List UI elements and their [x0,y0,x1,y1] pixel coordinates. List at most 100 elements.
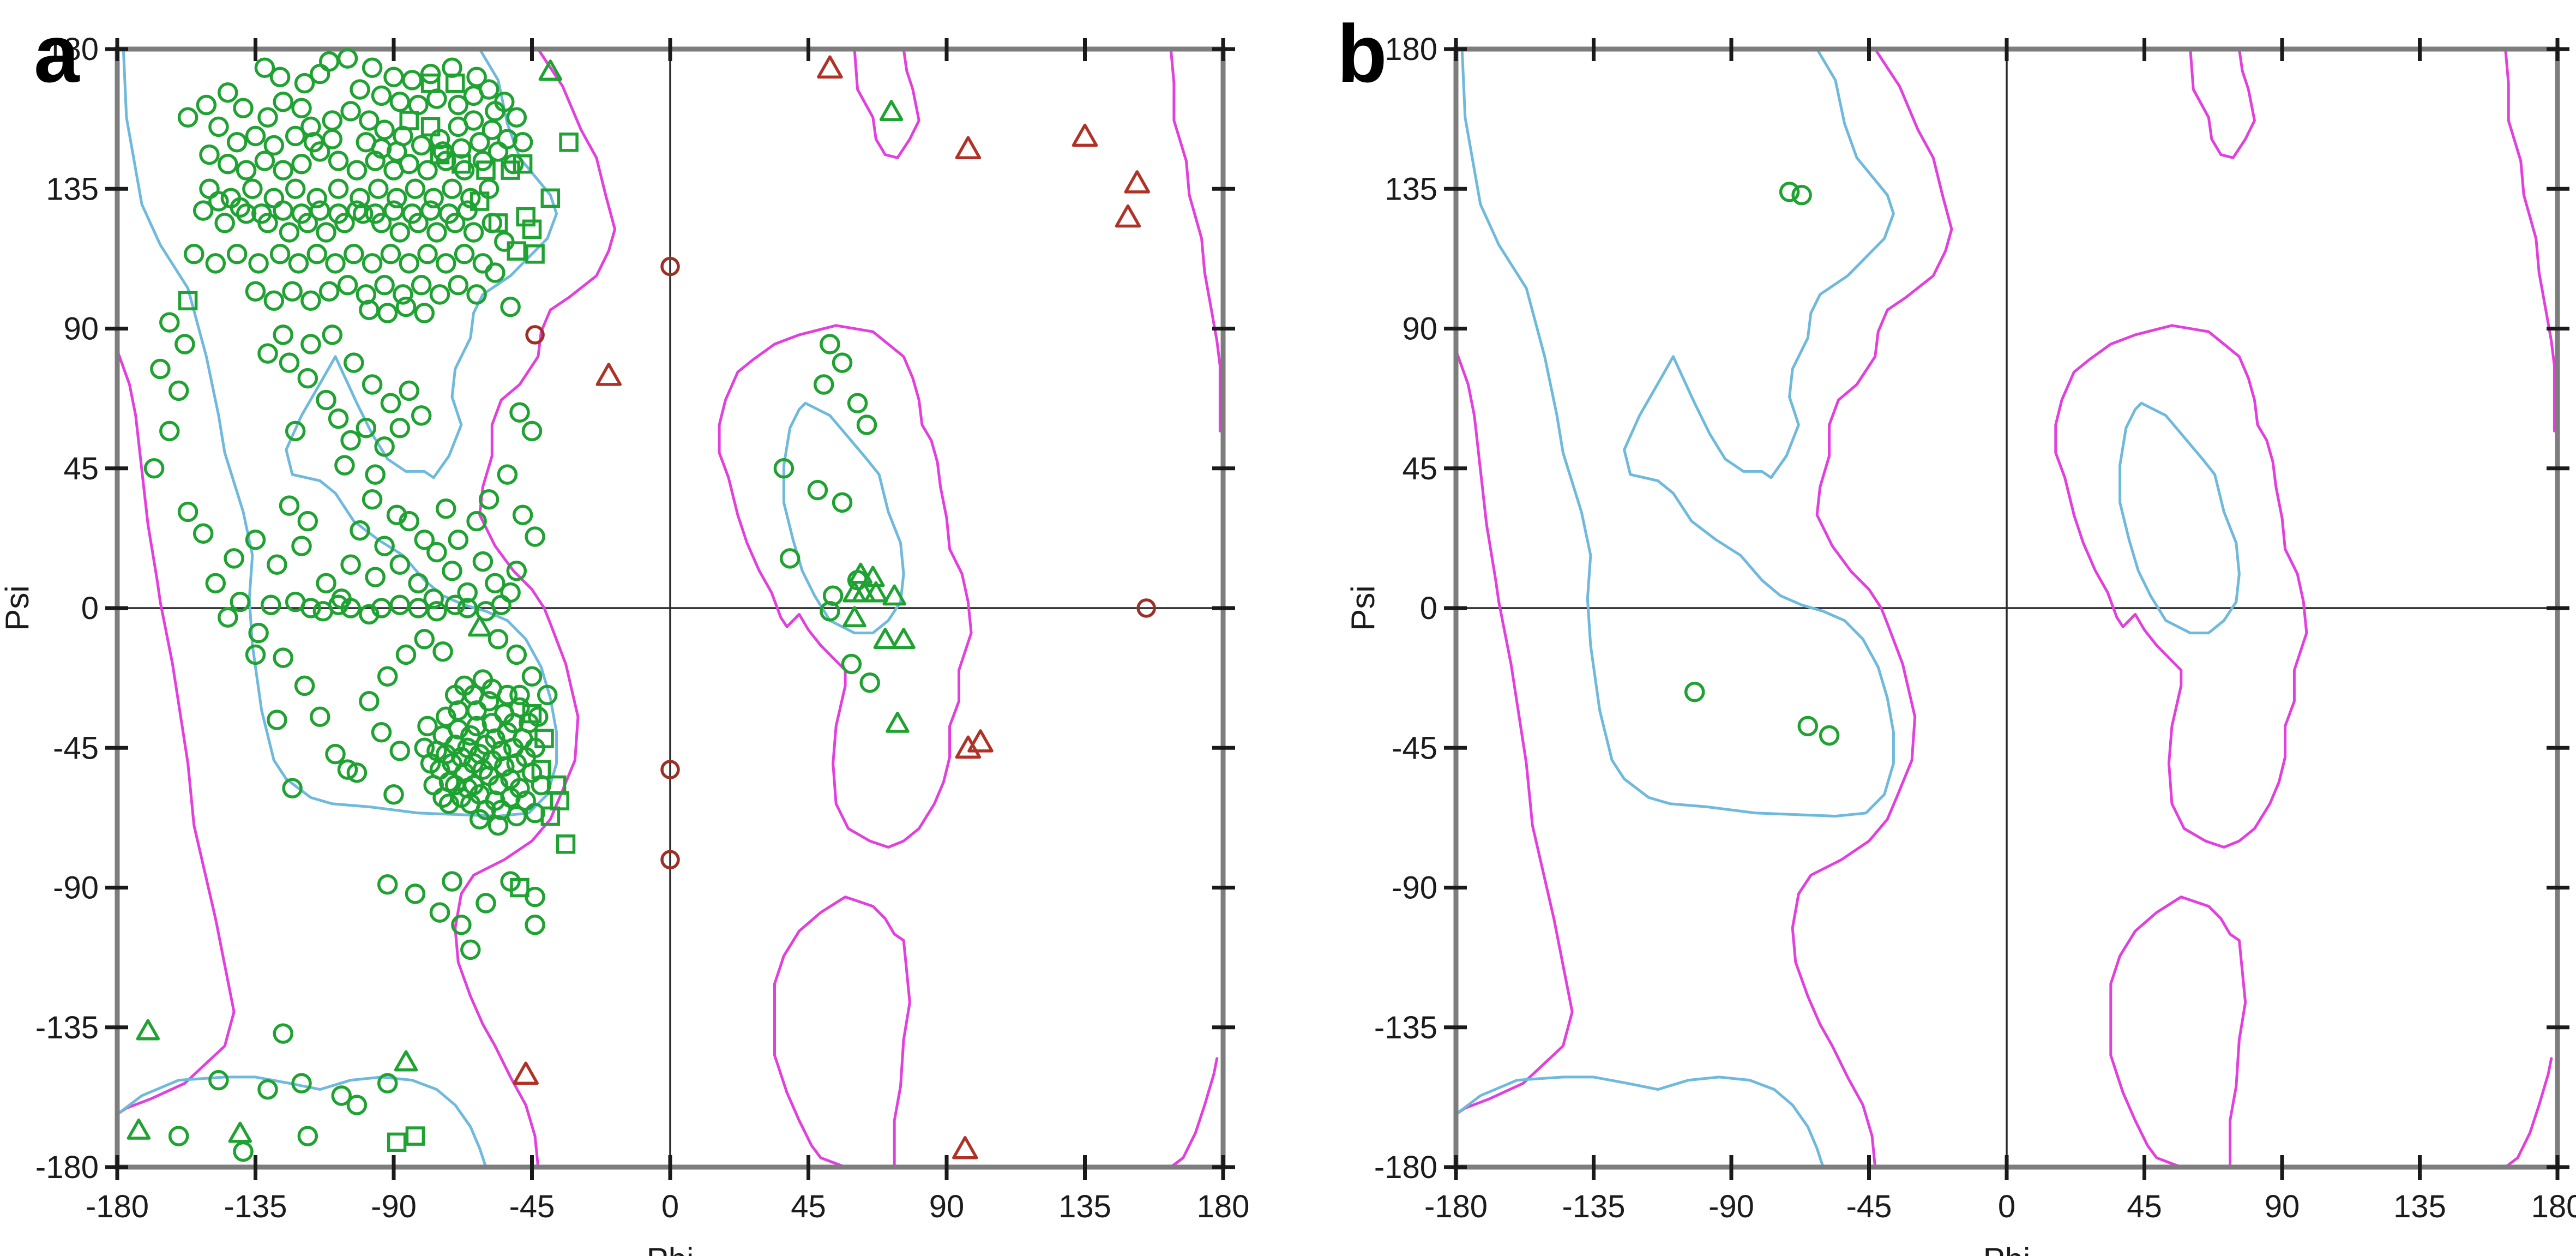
data-point-circle [257,343,278,364]
data-point-circle [485,573,505,594]
data-point-circle [414,529,435,550]
data-point-circle [497,464,518,485]
y-tick-label: -90 [53,870,99,906]
data-point-circle [374,436,395,457]
x-tick-label: -90 [1708,1189,1754,1224]
data-point-circle [260,594,281,616]
allowed-region-contour [454,47,617,1169]
favored-region-contour [116,1075,487,1169]
data-point-circle [429,284,450,305]
data-point-circle [230,591,251,612]
data-point-circle [436,706,456,728]
data-point-circle [251,203,272,224]
data-point-circle [310,706,330,728]
y-axis-label: Psi [0,585,35,630]
allowed-region-contour [1454,348,1574,1116]
data-point-triangle [394,1050,418,1072]
data-point-circle [325,743,346,765]
data-point-circle [494,756,515,777]
y-tick-label: 0 [81,591,99,626]
data-point-square [488,213,508,233]
data-point-circle [509,402,530,423]
data-point-circle [208,116,229,137]
data-point-circle [389,92,411,112]
data-point-square [470,191,490,211]
data-point-circle [444,594,466,616]
data-point-circle [365,151,386,171]
x-tick-label: 45 [791,1189,826,1224]
data-point-triangle [1124,170,1151,194]
data-point-circle [245,281,266,302]
data-point-circle [525,325,545,345]
y-axis-label: Psi [1345,585,1381,630]
data-point-circle [460,939,481,960]
x-tick-label: 0 [1998,1189,2015,1224]
data-point-circle [469,809,490,830]
data-point-circle [389,417,411,438]
data-point-circle [393,284,413,305]
data-point-circle [472,551,493,572]
data-point-circle [395,296,417,317]
data-point-circle [380,393,401,413]
data-point-circle [500,296,521,317]
data-point-circle [328,178,349,200]
data-point-circle [454,160,475,181]
data-point-circle [199,178,220,200]
data-point-circle [420,200,441,221]
data-point-circle [389,554,411,575]
data-point-triangle [892,628,916,649]
data-point-circle [482,119,503,140]
x-axis-label: Phi [1983,1241,2031,1256]
data-point-circle [291,98,312,118]
data-point-circle [389,741,411,761]
data-point-circle [285,125,306,147]
data-point-circle [337,275,358,296]
data-point-circle [356,417,377,438]
data-point-circle [512,132,533,153]
data-point-circle [199,144,220,165]
favored-region-contour [122,47,558,818]
data-point-circle [389,222,411,243]
data-point-circle [448,529,469,550]
data-point-circle [820,600,840,622]
data-point-square [501,160,520,180]
data-point-circle [306,188,327,209]
data-point-circle [236,160,257,181]
allowed-region-contour [1169,47,1221,432]
data-point-circle [521,420,543,442]
x-tick-label: 90 [929,1189,965,1224]
data-point-circle [426,222,447,243]
data-point-square [445,73,465,93]
data-point-circle [365,464,386,485]
data-point-circle [184,244,204,265]
data-point-circle [346,1095,368,1115]
data-point-circle [322,129,343,149]
data-point-circle [362,489,383,510]
data-point-circle [340,554,361,575]
data-point-circle [285,178,306,200]
data-point-circle [362,57,383,78]
y-tick-label: 45 [63,451,99,486]
data-point-triangle [1072,123,1098,147]
data-point-circle [218,82,238,103]
data-point-circle [377,874,398,895]
data-point-circle [374,536,395,556]
data-point-circle [346,762,368,783]
data-point-circle [832,492,853,513]
data-point-circle [168,380,189,401]
allowed-region-contour [1169,1057,1219,1169]
data-point-circle [340,598,361,618]
data-point-circle [414,629,435,650]
data-point-circle [466,510,487,532]
data-point-circle [417,160,438,181]
y-tick-label: -180 [35,1150,99,1185]
data-point-circle [509,684,530,706]
x-tick-label: -90 [371,1189,417,1224]
data-point-circle [438,794,460,814]
data-point-circle [491,594,511,616]
data-point-circle [451,915,472,935]
data-point-square [531,760,551,779]
data-point-circle [257,107,278,128]
